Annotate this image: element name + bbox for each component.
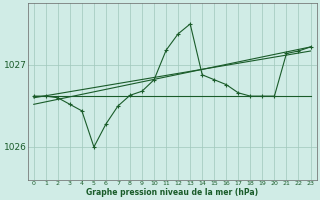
X-axis label: Graphe pression niveau de la mer (hPa): Graphe pression niveau de la mer (hPa) bbox=[86, 188, 258, 197]
